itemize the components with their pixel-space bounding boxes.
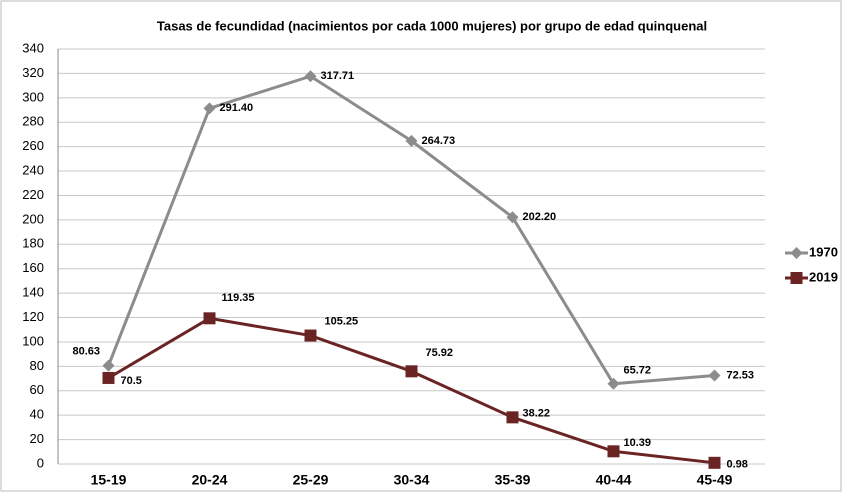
legend-marker: [790, 247, 803, 259]
chart-title: Tasas de fecundidad (nacimientos por cad…: [157, 18, 707, 33]
data-label: 80.63: [73, 345, 101, 357]
data-point: [405, 134, 418, 147]
data-label: 65.72: [624, 365, 652, 377]
data-point: [304, 70, 317, 83]
x-tick-label: 45-49: [697, 472, 733, 488]
data-label: 202.20: [523, 211, 557, 223]
data-point: [203, 102, 216, 115]
y-tick-label: 340: [22, 40, 44, 55]
legend-label: 2019: [809, 269, 838, 284]
y-tick-label: 220: [22, 187, 44, 202]
data-label: 72.53: [727, 369, 755, 381]
x-tick-label: 40-44: [596, 472, 632, 488]
x-tick-label: 35-39: [495, 472, 531, 488]
data-point: [102, 371, 115, 384]
legend-marker: [790, 272, 803, 284]
data-point: [506, 211, 519, 224]
y-tick-label: 260: [22, 138, 44, 153]
x-tick-label: 30-34: [394, 472, 430, 488]
data-label: 10.39: [624, 437, 652, 449]
data-label: 264.73: [422, 135, 456, 147]
data-point: [102, 359, 115, 372]
y-tick-label: 160: [22, 260, 44, 275]
y-tick-label: 120: [22, 309, 44, 324]
data-label: 291.40: [220, 102, 254, 114]
y-tick-label: 300: [22, 89, 44, 104]
data-label: 0.98: [727, 459, 748, 471]
x-tick-label: 20-24: [192, 472, 228, 488]
data-label: 317.71: [321, 70, 355, 82]
y-tick-label: 180: [22, 236, 44, 251]
data-label: 70.5: [121, 375, 142, 387]
data-point: [607, 445, 620, 458]
y-tick-label: 100: [22, 333, 44, 348]
y-tick-label: 200: [22, 211, 44, 226]
y-tick-label: 320: [22, 65, 44, 80]
data-label: 38.22: [523, 407, 551, 419]
y-tick-label: 60: [30, 382, 44, 397]
y-tick-label: 80: [30, 358, 44, 373]
data-point: [607, 377, 620, 390]
y-tick-label: 40: [30, 407, 44, 422]
x-tick-label: 15-19: [91, 472, 127, 488]
legend-label: 1970: [809, 244, 838, 259]
data-point: [405, 365, 418, 378]
data-point: [304, 329, 317, 342]
y-tick-label: 140: [22, 285, 44, 300]
y-tick-label: 20: [30, 431, 44, 446]
y-tick-label: 0: [37, 455, 44, 470]
data-point: [203, 312, 216, 325]
data-label: 105.25: [325, 315, 359, 327]
y-tick-label: 280: [22, 114, 44, 129]
data-point: [708, 369, 721, 382]
data-point: [506, 411, 519, 424]
y-tick-label: 240: [22, 162, 44, 177]
data-label: 75.92: [426, 347, 454, 359]
x-tick-label: 25-29: [293, 472, 329, 488]
data-label: 119.35: [222, 292, 255, 304]
data-point: [708, 456, 721, 469]
